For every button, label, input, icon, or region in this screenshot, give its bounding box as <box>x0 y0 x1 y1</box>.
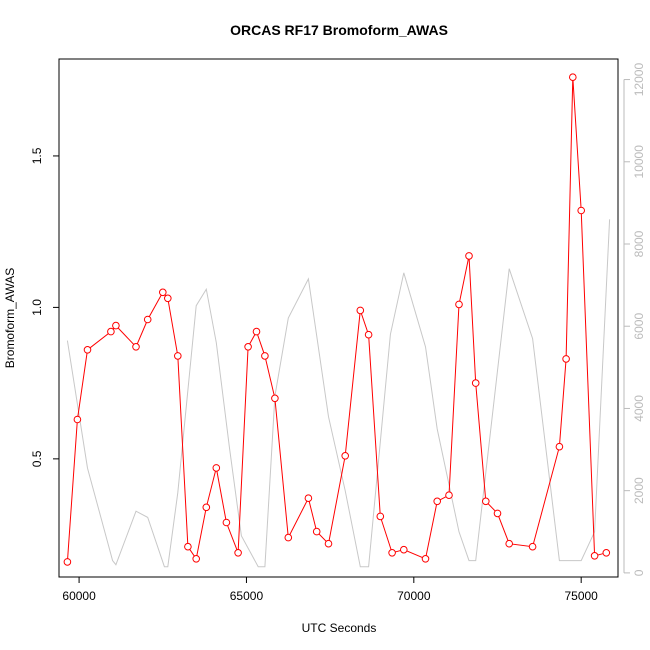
x-axis-label: UTC Seconds <box>302 621 377 635</box>
y2-tick-label: 2000 <box>632 477 646 504</box>
data-point <box>184 542 192 551</box>
series-line-1 <box>66 219 611 568</box>
data-point <box>388 549 396 557</box>
plot-frame <box>58 58 619 578</box>
x-tick-label: 65000 <box>230 589 264 603</box>
data-point <box>312 527 321 536</box>
data-point <box>83 346 92 354</box>
data-point <box>244 343 252 351</box>
data-point <box>159 288 167 297</box>
y-tick-label: 0.5 <box>30 450 44 467</box>
data-point <box>528 542 537 551</box>
data-point <box>590 552 599 560</box>
data-point <box>341 452 350 460</box>
y-axis-label: Bromoform_AWAS <box>3 268 17 368</box>
data-point <box>482 497 490 506</box>
data-point <box>445 491 453 500</box>
data-point <box>73 415 82 424</box>
y-axis-right: 0 2000 4000 6000 8000 10000 12000 <box>623 63 646 576</box>
data-point <box>493 509 502 518</box>
x-axis: 60000 65000 70000 75000 <box>62 577 598 603</box>
data-point <box>202 503 211 512</box>
y2-tick-label: 0 <box>632 569 646 576</box>
x-tick-label: 70000 <box>397 589 431 603</box>
data-point <box>465 252 473 260</box>
data-point <box>112 321 120 330</box>
y2-tick-label: 12000 <box>632 63 646 97</box>
y-tick-label: 1.0 <box>30 299 44 316</box>
data-point <box>555 442 564 451</box>
data-point <box>284 533 293 542</box>
x-tick-label: 60000 <box>62 589 96 603</box>
primary-series <box>63 73 611 566</box>
series-line-0 <box>66 77 607 562</box>
data-point <box>304 494 313 503</box>
chart-title: ORCAS RF17 Bromoform_AWAS <box>230 22 448 38</box>
y2-tick-label: 4000 <box>632 395 646 422</box>
data-point <box>421 555 430 563</box>
data-point <box>63 558 72 566</box>
data-point <box>569 73 577 81</box>
data-point <box>364 330 373 339</box>
data-point <box>143 315 152 324</box>
data-point <box>376 512 385 521</box>
data-point <box>174 352 182 360</box>
data-point <box>324 539 333 548</box>
y-tick-label: 1.5 <box>30 147 44 164</box>
data-point <box>234 549 242 557</box>
data-point <box>222 518 231 527</box>
data-point <box>192 555 200 563</box>
data-point <box>132 343 140 351</box>
data-point <box>505 539 514 548</box>
y2-tick-label: 6000 <box>632 313 646 340</box>
data-point <box>433 497 442 506</box>
data-point <box>471 379 480 387</box>
y2-tick-label: 8000 <box>632 230 646 257</box>
y2-tick-label: 10000 <box>632 145 646 179</box>
data-point <box>455 300 463 309</box>
data-point <box>577 206 586 215</box>
data-point <box>562 355 570 363</box>
data-point <box>400 545 408 554</box>
data-point <box>164 294 172 303</box>
data-point <box>212 464 221 472</box>
data-point <box>261 352 269 360</box>
data-point <box>252 327 261 336</box>
x-tick-label: 75000 <box>564 589 598 603</box>
data-point <box>271 394 279 403</box>
data-point <box>107 327 115 336</box>
y-axis-left: 0.5 1.0 1.5 <box>30 147 59 467</box>
secondary-series <box>66 219 611 568</box>
data-point <box>356 306 365 315</box>
data-point <box>602 549 611 557</box>
